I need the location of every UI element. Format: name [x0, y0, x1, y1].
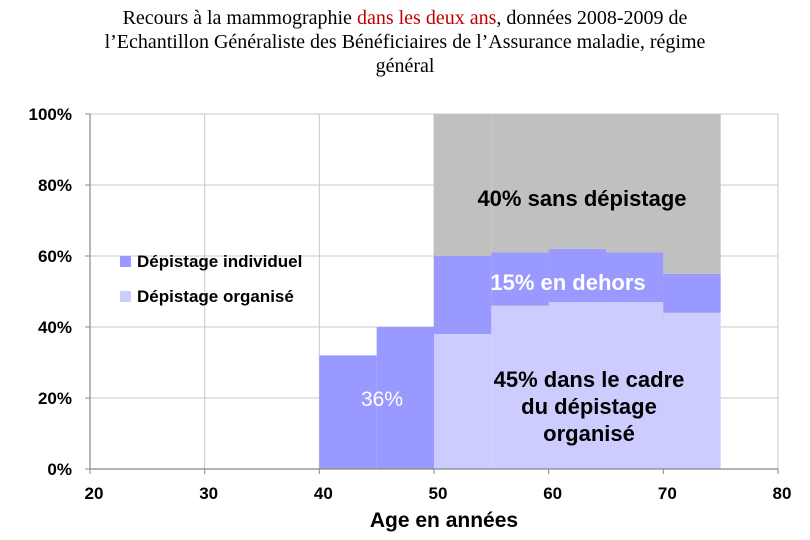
bar-organise: [606, 302, 664, 469]
title-highlight: dans les deux ans: [356, 7, 497, 29]
annotations: 40% sans dépistage 15% en dehors 45% dans …: [361, 186, 687, 446]
x-tick-label: 80: [773, 484, 792, 503]
bar-sans-depistage: [606, 114, 664, 253]
axes: 0% 20% 40% 60% 80% 100% 20 30 40 50 60 70 80 Age en a…: [29, 105, 792, 532]
legend-swatch-individuel: [120, 256, 131, 267]
y-tick-label: 20%: [38, 389, 72, 408]
annotation-cadre-line-2: du dépistage: [521, 394, 657, 419]
bar-organise: [491, 305, 549, 469]
x-tick-label: 60: [543, 484, 562, 503]
y-tick-label: 80%: [38, 176, 72, 195]
title-line-1: Recours à la mammographie dans les deux …: [0, 6, 810, 30]
y-tick-label: 100%: [29, 105, 72, 124]
bar-individuel: [376, 327, 434, 469]
x-tick-label: 50: [429, 484, 448, 503]
chart-title: Recours à la mammographie dans les deux …: [0, 6, 810, 78]
bar-individuel: [548, 248, 606, 303]
x-tick-label: 40: [314, 484, 333, 503]
x-tick-label: 20: [85, 484, 104, 503]
annotation-sans-depistage: 40% sans dépistage: [477, 186, 686, 211]
title-part-a: Recours à la mammographie: [122, 7, 357, 29]
y-tick-label: 40%: [38, 318, 72, 337]
bar-individuel: [663, 273, 721, 313]
annotation-36-percent: 36%: [361, 388, 403, 411]
x-axis-label: Age en années: [370, 509, 518, 532]
x-tick-label: 70: [658, 484, 677, 503]
legend: Dépistage individuel Dépistage organisé: [120, 252, 302, 306]
legend-label-organise: Dépistage organisé: [137, 287, 294, 306]
x-tick-label: 30: [199, 484, 218, 503]
bar-organise: [434, 334, 492, 469]
title-line-2: l’Echantillon Généraliste des Bénéficiai…: [104, 31, 706, 53]
title-line-3: général: [375, 55, 435, 77]
y-tick-label: 0%: [47, 460, 72, 479]
legend-label-individuel: Dépistage individuel: [137, 252, 302, 271]
plot-area: [319, 114, 721, 469]
bar-individuel: [434, 256, 492, 335]
bar-individuel: [606, 252, 664, 303]
bar-organise: [548, 302, 606, 469]
annotation-en-dehors: 15% en dehors: [490, 270, 645, 295]
bar-sans-depistage: [434, 114, 492, 256]
bar-individuel: [319, 355, 377, 469]
bar-individuel: [491, 252, 549, 306]
y-tick-label: 60%: [38, 247, 72, 266]
bar-sans-depistage: [663, 114, 721, 274]
annotation-cadre-line-3: organisé: [543, 421, 635, 446]
legend-swatch-organise: [120, 291, 131, 302]
bar-sans-depistage: [491, 114, 549, 253]
title-part-b: , données 2008-2009 de: [496, 7, 688, 29]
bar-sans-depistage: [548, 114, 606, 249]
annotation-cadre-line-1: 45% dans le cadre: [494, 367, 685, 392]
bar-organise: [663, 312, 721, 469]
